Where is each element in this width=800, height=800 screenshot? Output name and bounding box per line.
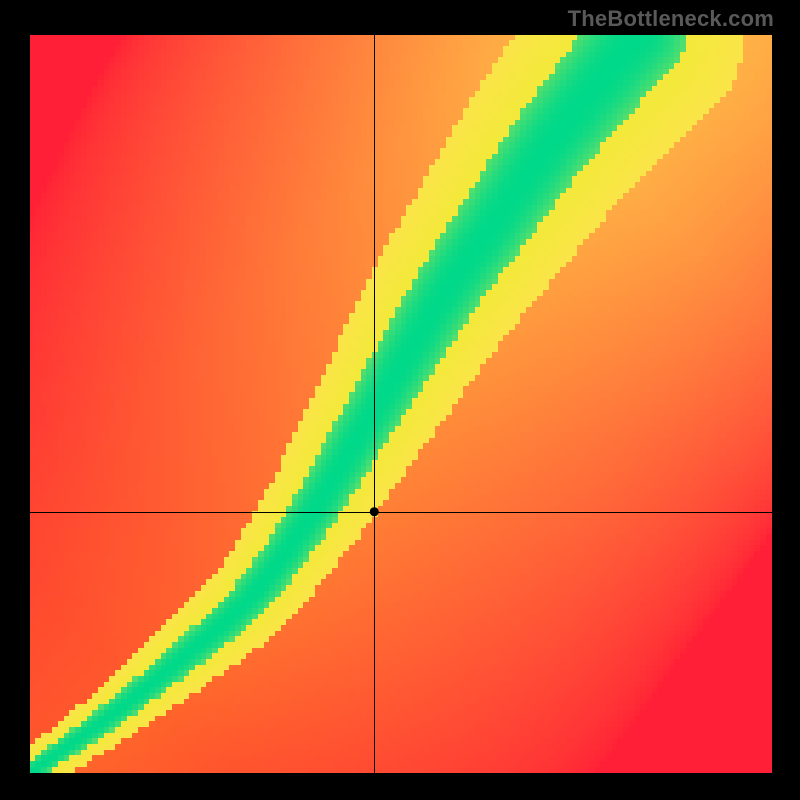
watermark-text: TheBottleneck.com <box>568 6 774 32</box>
chart-container: TheBottleneck.com <box>0 0 800 800</box>
bottleneck-heatmap <box>30 35 772 773</box>
